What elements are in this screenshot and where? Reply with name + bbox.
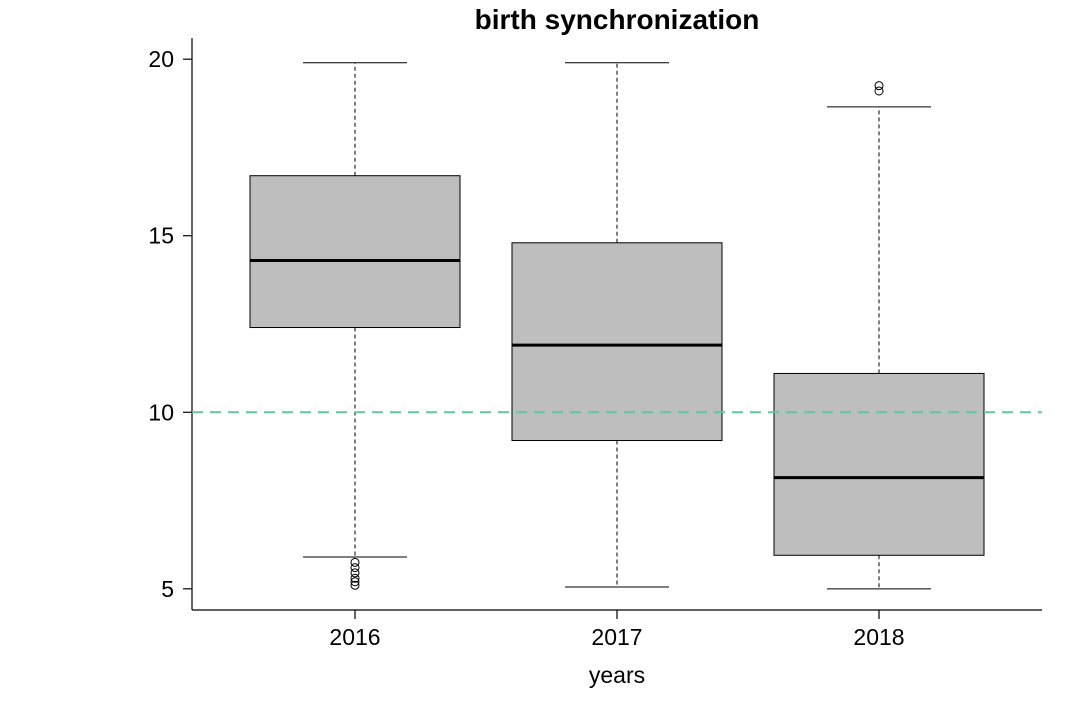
y-tick-label: 5 bbox=[161, 576, 174, 602]
outlier-point bbox=[350, 580, 360, 590]
box-2017 bbox=[511, 62, 723, 588]
outlier-point bbox=[874, 86, 884, 96]
outlier-point bbox=[350, 568, 360, 578]
box-iqr bbox=[773, 372, 985, 556]
outlier-point bbox=[350, 573, 360, 583]
x-tick-label: 2017 bbox=[591, 624, 642, 650]
x-tick-label: 2016 bbox=[329, 624, 380, 650]
box-2016 bbox=[249, 62, 461, 590]
outlier-point bbox=[350, 563, 360, 573]
box-iqr bbox=[249, 175, 461, 329]
y-tick-label: 15 bbox=[148, 223, 174, 249]
box-2018 bbox=[773, 81, 985, 590]
chart-title: birth synchronization bbox=[475, 4, 760, 35]
x-tick-label: 2018 bbox=[853, 624, 904, 650]
y-tick-label: 20 bbox=[148, 46, 174, 72]
outlier-point bbox=[874, 81, 884, 91]
x-axis-title: years bbox=[589, 662, 645, 688]
y-tick-label: 10 bbox=[148, 399, 174, 425]
outlier-point bbox=[350, 557, 360, 567]
plot-area bbox=[192, 62, 1042, 590]
box-iqr bbox=[511, 242, 723, 442]
outlier-point bbox=[350, 577, 360, 587]
